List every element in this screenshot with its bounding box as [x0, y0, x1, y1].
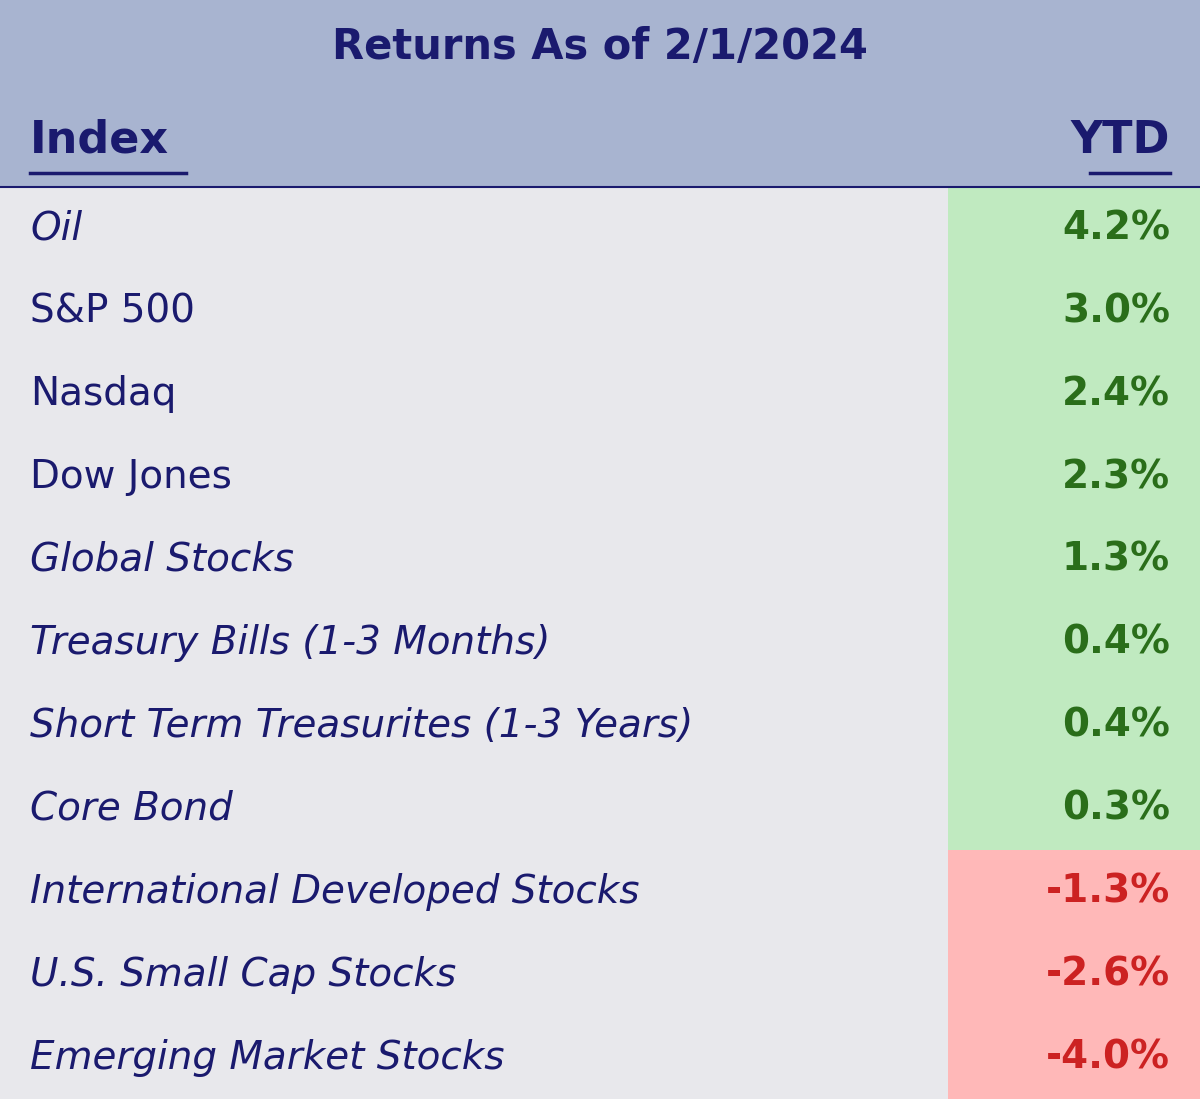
Text: Nasdaq: Nasdaq: [30, 375, 176, 413]
Text: YTD: YTD: [1070, 119, 1170, 162]
Text: 1.3%: 1.3%: [1062, 541, 1170, 579]
Bar: [948, 851, 1200, 1099]
Text: 4.2%: 4.2%: [1062, 209, 1170, 247]
Bar: [0, 0, 1200, 93]
Text: 0.4%: 0.4%: [1062, 624, 1170, 662]
Text: -1.3%: -1.3%: [1045, 873, 1170, 911]
Text: Dow Jones: Dow Jones: [30, 458, 232, 496]
Text: 3.0%: 3.0%: [1062, 292, 1170, 330]
Text: 0.3%: 0.3%: [1062, 790, 1170, 828]
Text: International Developed Stocks: International Developed Stocks: [30, 873, 640, 911]
Text: S&P 500: S&P 500: [30, 292, 194, 330]
Text: Core Bond: Core Bond: [30, 790, 233, 828]
Text: Returns As of 2/1/2024: Returns As of 2/1/2024: [332, 25, 868, 68]
Text: U.S. Small Cap Stocks: U.S. Small Cap Stocks: [30, 956, 456, 993]
Text: Treasury Bills (1-3 Months): Treasury Bills (1-3 Months): [30, 624, 551, 662]
Bar: [948, 187, 1200, 851]
Text: -2.6%: -2.6%: [1046, 956, 1170, 993]
Text: Emerging Market Stocks: Emerging Market Stocks: [30, 1039, 504, 1077]
Text: 2.3%: 2.3%: [1062, 458, 1170, 496]
Text: 2.4%: 2.4%: [1062, 375, 1170, 413]
Bar: [0, 93, 1200, 187]
Text: -4.0%: -4.0%: [1046, 1039, 1170, 1077]
Text: Index: Index: [30, 119, 169, 162]
Text: 0.4%: 0.4%: [1062, 707, 1170, 745]
Text: Global Stocks: Global Stocks: [30, 541, 294, 579]
Bar: [0, 187, 948, 1099]
Text: Oil: Oil: [30, 209, 82, 247]
Text: Short Term Treasurites (1-3 Years): Short Term Treasurites (1-3 Years): [30, 707, 694, 745]
